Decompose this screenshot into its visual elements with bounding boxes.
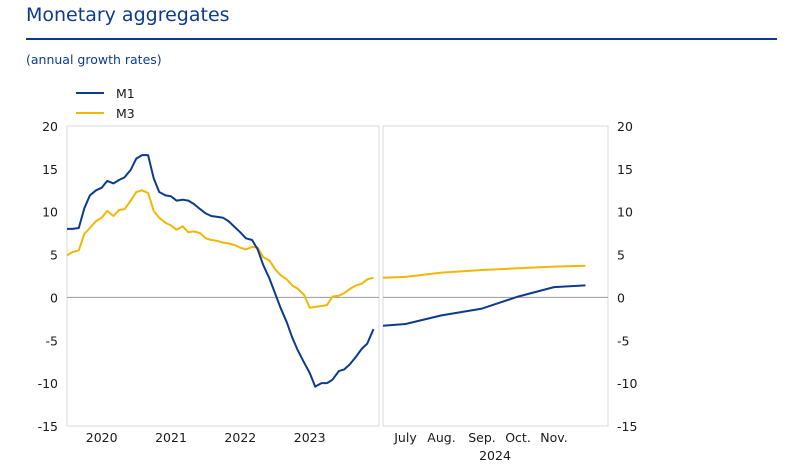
right-panel-series-line-m3 <box>382 264 586 279</box>
right-panel-x-tick-nov: Nov. <box>540 430 567 445</box>
right-panel-x-tick-oct: Oct. <box>505 430 531 445</box>
left-panel-frame <box>66 125 380 427</box>
y-tick-left-0: 0 <box>50 290 58 305</box>
y-axis-right: 20 15 10 5 0 -5 -10 -15 <box>617 119 637 434</box>
y-tick-left--10: -10 <box>38 376 58 391</box>
y-tick-left-10: 10 <box>42 205 58 220</box>
y-tick-right--15: -15 <box>617 419 637 434</box>
y-axis-left: 20 15 10 5 0 -5 -10 -15 <box>38 119 58 434</box>
right-panel-x-tick-aug: Aug. <box>427 430 455 445</box>
legend: M1 M3 <box>76 86 135 121</box>
y-tick-right-0: 0 <box>617 290 625 305</box>
left-panel-x-tick-2023: 2023 <box>294 430 326 445</box>
left-panel-x-tick-2021: 2021 <box>155 430 187 445</box>
right-panel-frame <box>382 125 609 427</box>
y-tick-right-15: 15 <box>617 162 633 177</box>
y-tick-left-5: 5 <box>50 248 58 263</box>
y-tick-right-5: 5 <box>617 248 625 263</box>
y-tick-right-20: 20 <box>617 119 633 134</box>
left-panel: 2020 2021 2022 2023 <box>66 125 380 445</box>
y-tick-left--5: -5 <box>46 333 58 348</box>
legend-label-m1: M1 <box>116 86 135 101</box>
x-group-label-2024: 2024 <box>479 448 511 463</box>
y-tick-right--10: -10 <box>617 376 637 391</box>
y-tick-left--15: -15 <box>38 419 58 434</box>
left-panel-series-line-m1 <box>67 154 375 388</box>
chart-title: Monetary aggregates <box>26 4 230 26</box>
right-panel-x-tick-july: July <box>393 430 417 445</box>
right-panel-x-tick-sep: Sep. <box>468 430 496 445</box>
right-panel-series-line-m1 <box>382 284 586 327</box>
left-panel-series-line-m3 <box>66 189 374 309</box>
chart-subtitle: (annual growth rates) <box>26 52 162 67</box>
y-tick-left-20: 20 <box>42 119 58 134</box>
left-panel-x-tick-2020: 2020 <box>86 430 118 445</box>
y-tick-right-10: 10 <box>617 205 633 220</box>
y-tick-right--5: -5 <box>617 333 629 348</box>
title-rule <box>26 38 777 40</box>
y-tick-left-15: 15 <box>42 162 58 177</box>
left-panel-x-tick-2022: 2022 <box>224 430 256 445</box>
right-panel: July Aug. Sep. Oct. Nov. <box>382 125 609 445</box>
legend-label-m3: M3 <box>116 106 135 121</box>
